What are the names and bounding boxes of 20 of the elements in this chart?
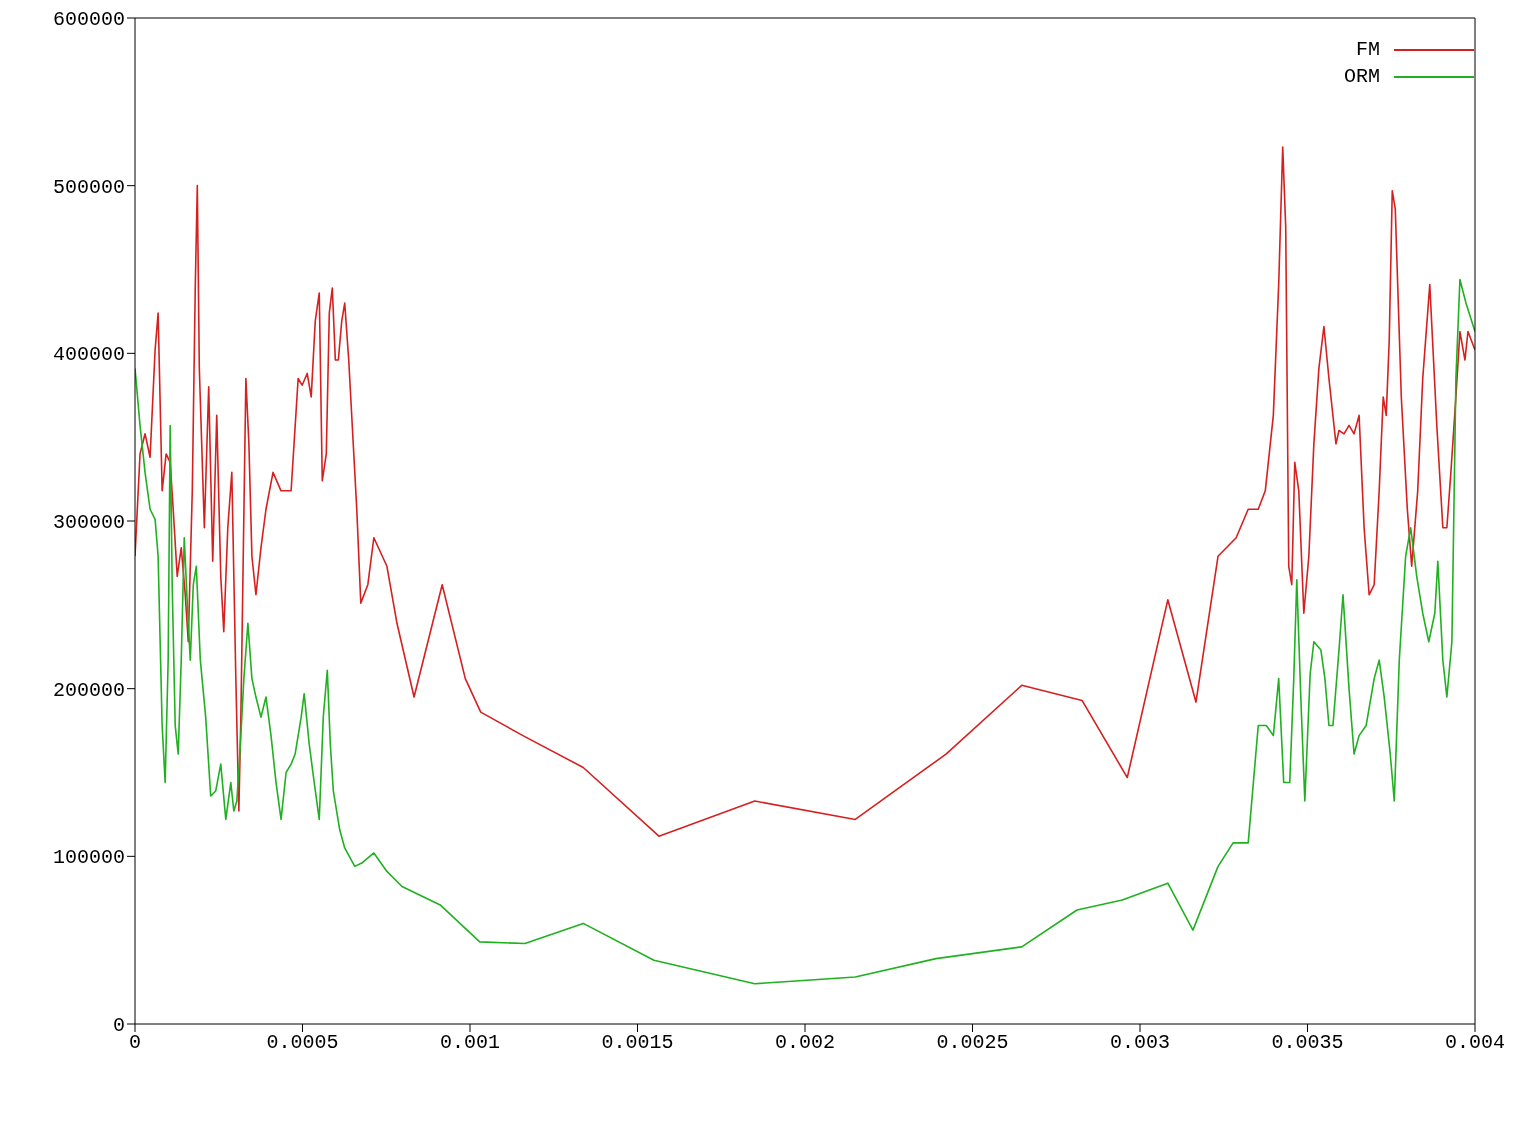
legend-label: ORM (1343, 65, 1380, 88)
y-tick-label: 200000 (52, 678, 125, 702)
x-tick-label: 0.0015 (601, 1031, 674, 1055)
x-tick-label: 0.0025 (936, 1031, 1009, 1055)
line-series (135, 146, 1475, 838)
x-tick-label: 0.0005 (266, 1031, 339, 1055)
line-series (135, 278, 1475, 985)
y-tick-label: 0 (112, 1014, 125, 1038)
x-tick-label: 0.004 (1444, 1031, 1506, 1055)
legend-label: FM (1355, 38, 1380, 61)
y-tick-label: 600000 (52, 8, 125, 32)
y-tick-label: 100000 (52, 846, 125, 870)
x-tick-label: 0.002 (774, 1031, 836, 1055)
y-tick-label: 300000 (52, 511, 125, 535)
y-tick-label: 400000 (52, 343, 125, 367)
x-tick-label: 0.001 (439, 1031, 501, 1055)
y-tick-label: 500000 (52, 175, 125, 199)
x-tick-label: 0 (128, 1031, 142, 1055)
x-tick-label: 0.0035 (1271, 1031, 1344, 1055)
x-tick-label: 0.003 (1109, 1031, 1171, 1055)
